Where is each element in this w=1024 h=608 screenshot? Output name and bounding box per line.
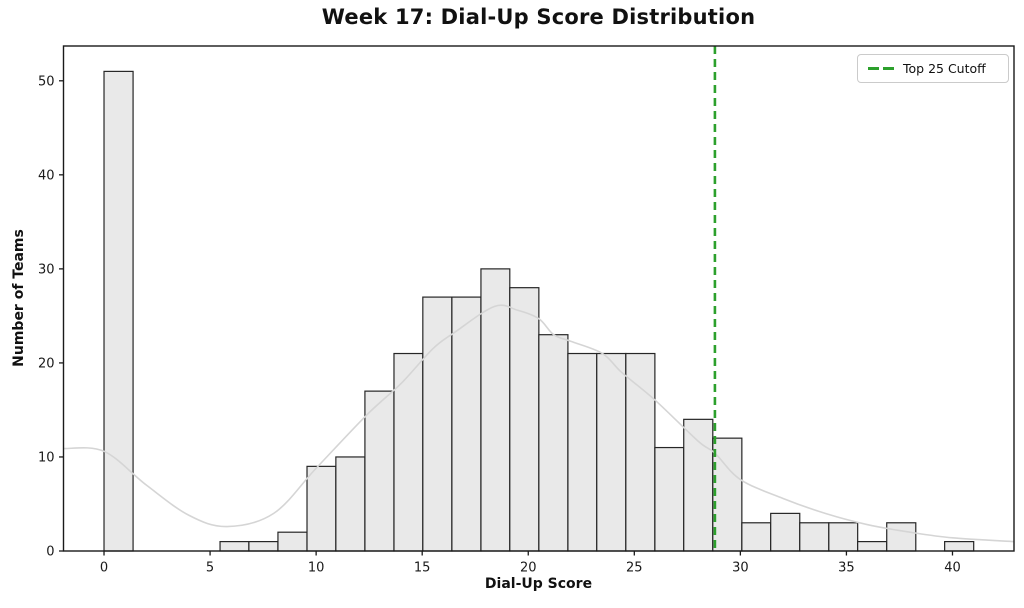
x-tick-label: 0 xyxy=(100,561,108,576)
y-axis-label: Number of Teams xyxy=(11,229,27,367)
y-tick-label: 30 xyxy=(38,262,55,277)
histogram-bar xyxy=(944,540,975,552)
histogram-bar xyxy=(799,522,830,552)
histogram-bar xyxy=(683,418,714,552)
histogram-bar xyxy=(248,540,279,552)
x-axis-label: Dial-Up Score xyxy=(484,576,593,592)
plot-title: Week 17: Dial-Up Score Distribution xyxy=(321,5,756,29)
histogram-bar xyxy=(306,465,337,552)
legend-dash xyxy=(883,67,894,70)
x-tick-label: 30 xyxy=(732,561,749,576)
histogram-bar xyxy=(219,540,250,552)
histogram-bar xyxy=(538,334,569,552)
histogram-bar xyxy=(393,352,424,552)
dashed-line-icon xyxy=(868,67,894,70)
histogram-bar xyxy=(509,287,540,552)
x-tick-label: 5 xyxy=(206,561,214,576)
histogram-bar xyxy=(277,531,308,552)
y-tick-label: 50 xyxy=(38,74,55,89)
legend-label: Top 25 Cutoff xyxy=(903,61,986,76)
x-tick-label: 40 xyxy=(944,561,961,576)
histogram-bar xyxy=(886,522,917,552)
legend-dash xyxy=(868,67,879,70)
x-tick-label: 15 xyxy=(414,561,431,576)
legend: Top 25 Cutoff xyxy=(857,54,1009,83)
y-tick-label: 0 xyxy=(46,545,54,560)
x-tick-label: 20 xyxy=(520,561,537,576)
histogram-bar xyxy=(451,296,482,552)
histogram-bar xyxy=(596,352,627,552)
histogram-bar xyxy=(422,296,453,552)
histogram-bar xyxy=(567,352,598,552)
histogram-bar xyxy=(625,352,656,552)
plot-border xyxy=(62,45,1015,552)
histogram-bar xyxy=(364,390,395,552)
y-tick-label: 20 xyxy=(38,356,55,371)
histogram-bar xyxy=(335,456,366,552)
histogram-bar xyxy=(480,268,511,552)
x-tick-label: 35 xyxy=(838,561,855,576)
histogram-bar xyxy=(654,446,685,552)
histogram-bar xyxy=(103,70,134,552)
kde-curve xyxy=(63,304,1015,543)
x-tick-label: 25 xyxy=(626,561,643,576)
y-tick-label: 40 xyxy=(38,168,55,183)
y-tick-label: 10 xyxy=(38,450,55,465)
histogram-bar xyxy=(828,522,859,552)
histogram-bar xyxy=(741,522,772,552)
histogram-bar xyxy=(857,540,888,552)
histogram-bar xyxy=(770,512,801,552)
x-tick-label: 10 xyxy=(308,561,325,576)
